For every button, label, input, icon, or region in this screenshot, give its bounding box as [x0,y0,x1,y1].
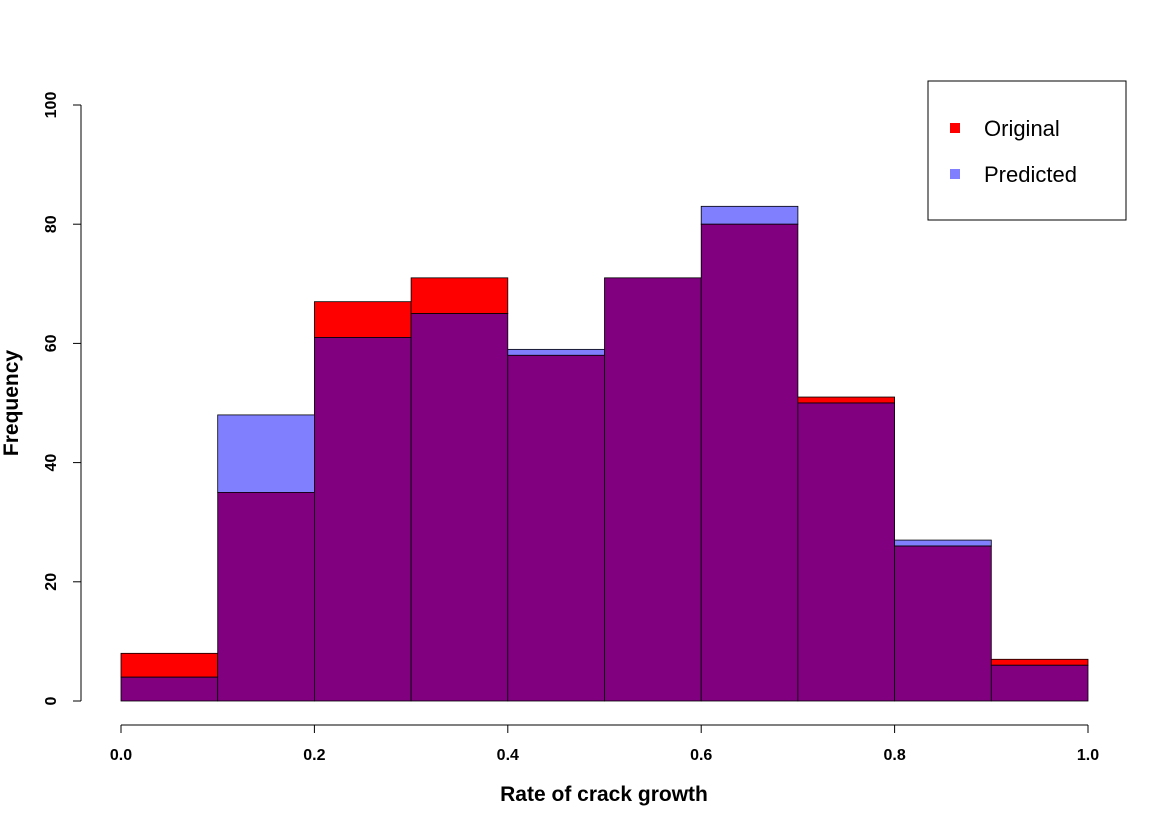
histogram-bar-overlap-9 [990,664,1089,702]
axes: 0.0 0.2 0.4 0.6 0.8 1.0 0 20 40 60 80 100 [43,92,1099,764]
histogram-bar-original-excess-7 [797,396,896,404]
x-tick-label-3: 0.6 [690,747,712,764]
histogram-bar-original-excess-2 [313,301,412,338]
legend-swatch-predicted [950,169,960,179]
histogram-bar-predicted-excess-1 [217,414,315,493]
y-tick-label-4: 80 [43,215,60,233]
legend-swatch-original [950,123,960,133]
y-tick-label-2: 40 [43,454,60,472]
histogram-bar-overlap-3 [410,313,509,702]
legend-box [927,80,1127,221]
x-axis-title: Rate of crack growth [500,783,708,806]
y-tick-label-3: 60 [43,334,60,352]
histogram-bar-overlap-4 [507,354,605,702]
y-tick-label-5: 100 [43,92,60,119]
legend-label-predicted: Predicted [984,162,1077,187]
histogram-bar-overlap-1 [217,491,315,702]
x-tick-label-4: 0.8 [883,747,905,764]
histogram-bar-overlap-7 [797,402,896,702]
x-tick-label-1: 0.2 [303,747,325,764]
plot-area [120,205,1089,702]
y-tick-label-1: 20 [43,573,60,591]
histogram-bar-predicted-excess-6 [700,205,799,225]
x-tick-label-0: 0.0 [110,747,132,764]
histogram-bar-overlap-6 [700,223,799,702]
x-tick-label-2: 0.4 [497,747,519,764]
histogram-bar-overlap-2 [313,337,412,702]
legend: Original Predicted [927,80,1127,221]
histogram-bar-original-excess-3 [410,277,509,314]
histogram-bar-original-excess-0 [120,652,219,678]
x-tick-label-5: 1.0 [1077,747,1099,764]
histogram-bar-original-excess-9 [990,658,1089,666]
histogram-bar-predicted-excess-4 [507,348,605,356]
histogram-bar-overlap-8 [894,545,992,702]
histogram-bar-overlap-5 [604,277,702,702]
histogram-bar-predicted-excess-8 [894,539,992,547]
y-tick-label-0: 0 [43,696,60,705]
histogram-bar-overlap-0 [120,676,219,702]
legend-label-original: Original [984,116,1060,141]
y-axis-title: Frequency [0,350,23,457]
